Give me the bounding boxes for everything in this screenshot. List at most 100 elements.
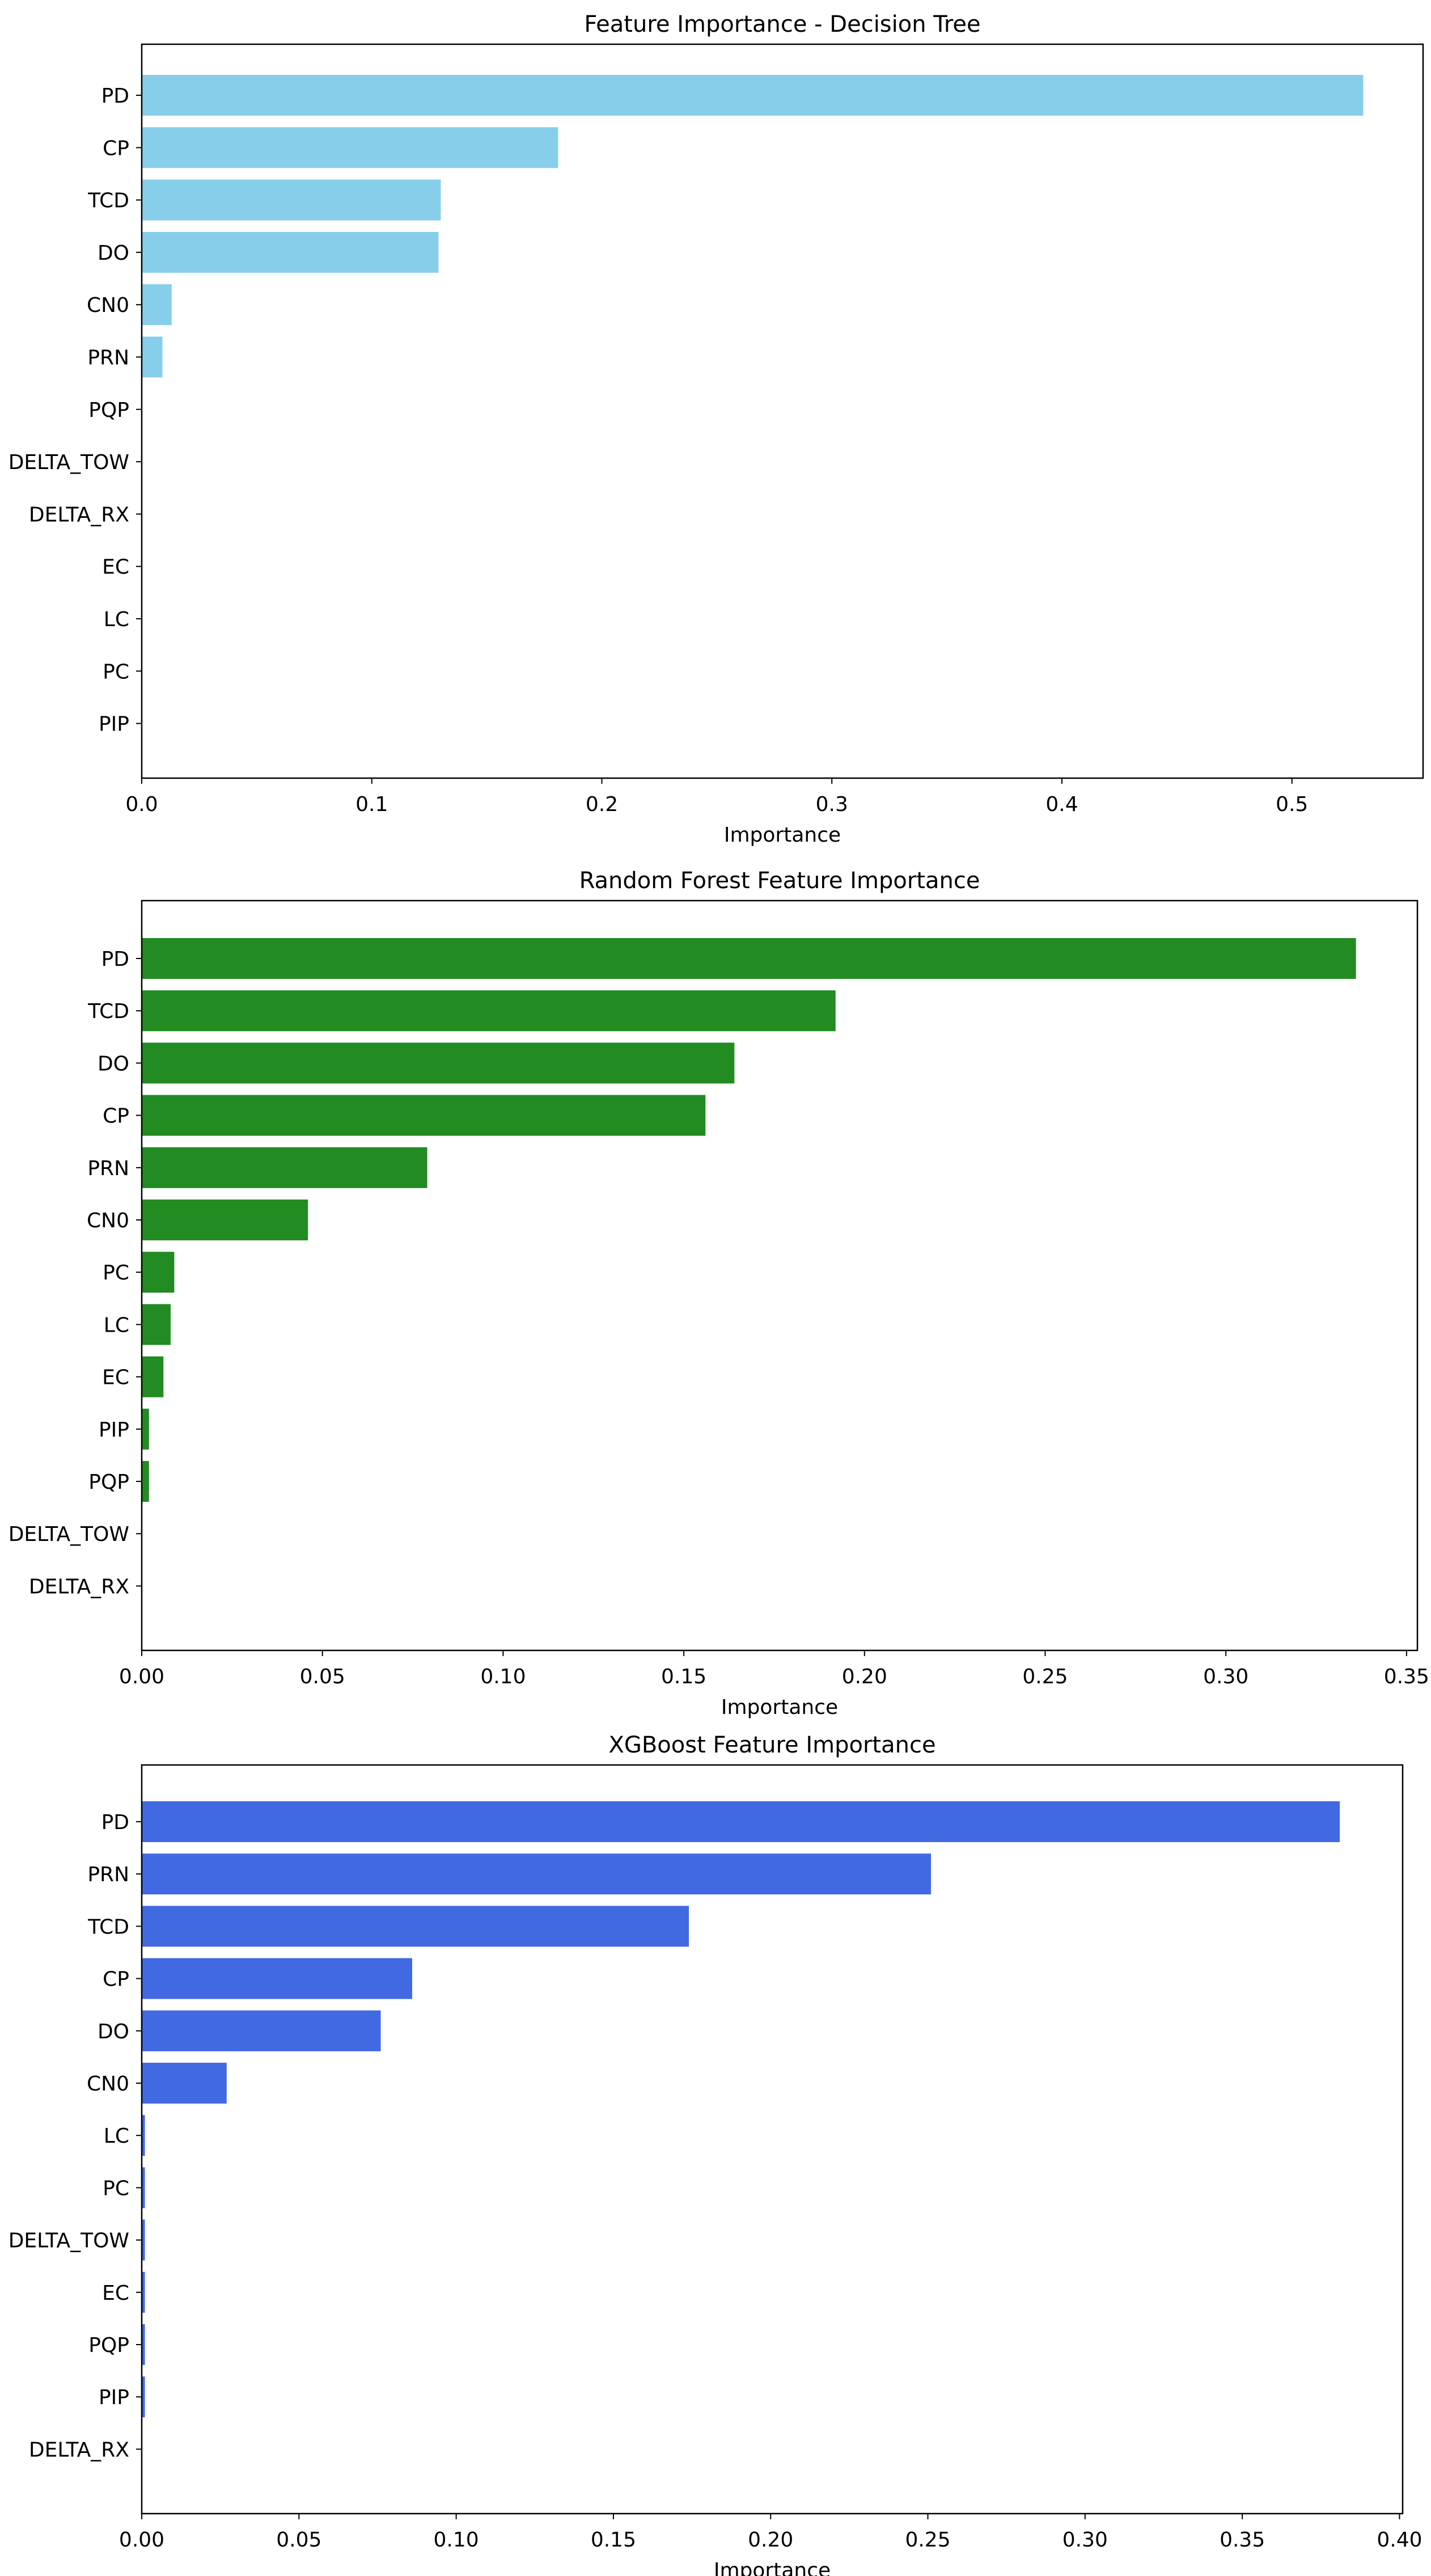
y-tick-label: CP — [103, 1968, 129, 1991]
x-axis-label: Importance — [714, 2559, 831, 2576]
bar-cp — [142, 127, 558, 168]
y-tick-label: TCD — [87, 1915, 129, 1939]
x-tick-label: 0.1 — [355, 793, 388, 816]
x-tick-label: 0.0 — [125, 793, 158, 816]
chart-panel-2: Random Forest Feature Importance PD TCD DO C… — [9, 868, 1429, 1719]
bar-do — [142, 2010, 381, 2051]
bar-tcd — [142, 179, 441, 221]
bar-cp — [142, 1095, 706, 1136]
y-tick-label: PQP — [88, 399, 129, 422]
x-tick-label: 0.30 — [1203, 1665, 1248, 1688]
y-tick-label: PD — [101, 85, 129, 108]
y-tick-label: PD — [101, 948, 129, 971]
y-tick-label: DELTA_TOW — [9, 1523, 129, 1546]
x-tick-label: 0.15 — [661, 1665, 706, 1688]
bar-prn — [142, 1147, 427, 1188]
y-tick-label: DELTA_TOW — [9, 2229, 129, 2253]
y-tick-label: PIP — [99, 713, 129, 736]
bar-cn0 — [142, 2063, 227, 2104]
bar-pc — [142, 1252, 175, 1293]
x-axis-label: Importance — [724, 824, 841, 847]
y-tick-label: PC — [103, 660, 129, 683]
bar-ec — [142, 1356, 164, 1397]
bar-pqp — [142, 2324, 145, 2365]
x-tick-label: 0.20 — [748, 2528, 793, 2552]
bar-delta-tow — [142, 2219, 145, 2261]
bar-pd — [142, 938, 1356, 979]
bar-pc — [142, 2167, 145, 2208]
x-tick-label: 0.30 — [1062, 2528, 1108, 2552]
y-tick-label: LC — [104, 1314, 129, 1337]
y-tick-label: TCD — [87, 189, 129, 213]
x-tick-label: 0.35 — [1384, 1665, 1429, 1688]
y-tick-label: LC — [104, 2125, 129, 2148]
bar-pqp — [142, 1461, 149, 1502]
bar-ec — [142, 2271, 145, 2313]
chart-panel-1: Feature Importance - Decision Tree PD CP TC… — [9, 11, 1424, 847]
y-tick-label: PC — [103, 2177, 129, 2200]
bar-lc — [142, 1304, 171, 1345]
x-tick-label: 0.5 — [1276, 793, 1308, 816]
plot-frame — [141, 900, 1419, 1652]
y-tick-label: PQP — [88, 1471, 129, 1494]
y-tick-label: CN0 — [87, 294, 129, 317]
y-tick-label: DELTA_RX — [29, 2438, 129, 2461]
x-tick-label: 0.10 — [480, 1665, 526, 1688]
chart-title: Feature Importance - Decision Tree — [584, 11, 980, 37]
chart-panel-3: XGBoost Feature Importance PD PRN TCD CP DO CN… — [9, 1732, 1422, 2576]
y-tick-label: DELTA_TOW — [9, 451, 129, 474]
y-tick-label: PRN — [87, 1863, 129, 1886]
x-tick-label: 0.10 — [434, 2528, 479, 2552]
plot-frame — [141, 1764, 1404, 2515]
bar-cn0 — [142, 284, 172, 326]
bar-do — [142, 1042, 735, 1084]
bar-lc — [142, 2115, 145, 2156]
x-tick-label: 0.4 — [1045, 793, 1078, 816]
bar-do — [142, 231, 439, 273]
bar-tcd — [142, 990, 836, 1032]
x-tick-label: 0.00 — [119, 2528, 164, 2552]
y-tick-label: DO — [98, 242, 129, 265]
y-tick-label: DO — [98, 2020, 129, 2043]
y-tick-label: CN0 — [87, 2072, 129, 2096]
y-tick-label: CP — [103, 1105, 129, 1128]
chart-title: Random Forest Feature Importance — [579, 868, 980, 894]
bar-tcd — [142, 1906, 689, 1947]
bar-pip — [142, 1408, 149, 1450]
x-axis-label: Importance — [721, 1696, 838, 1719]
y-tick-label: TCD — [87, 1000, 129, 1023]
y-tick-label: PQP — [88, 2334, 129, 2357]
bar-cn0 — [142, 1200, 308, 1240]
y-tick-label: PRN — [87, 1157, 129, 1180]
x-tick-label: 0.20 — [842, 1665, 887, 1688]
x-tick-label: 0.25 — [1022, 1665, 1068, 1688]
x-tick-label: 0.3 — [816, 793, 848, 816]
y-tick-label: DELTA_RX — [29, 1575, 129, 1598]
y-tick-label: PIP — [99, 2386, 129, 2409]
y-tick-label: DELTA_RX — [29, 503, 129, 526]
y-tick-label: PC — [103, 1261, 129, 1285]
y-tick-label: LC — [104, 608, 129, 631]
bar-pd — [142, 1801, 1340, 1842]
x-tick-label: 0.35 — [1220, 2528, 1265, 2552]
x-tick-label: 0.05 — [300, 1665, 345, 1688]
y-tick-label: EC — [102, 1366, 129, 1390]
y-tick-label: CP — [103, 137, 129, 160]
x-tick-label: 0.00 — [119, 1665, 164, 1688]
plot-frame — [141, 43, 1424, 779]
y-tick-label: PIP — [99, 1418, 129, 1442]
x-tick-label: 0.2 — [586, 793, 618, 816]
bar-pip — [142, 2376, 145, 2418]
y-tick-label: DO — [98, 1052, 129, 1075]
x-tick-label: 0.15 — [591, 2528, 636, 2552]
y-tick-label: PRN — [87, 347, 129, 370]
bar-prn — [142, 336, 163, 378]
y-tick-label: PD — [101, 1811, 129, 1834]
bar-prn — [142, 1853, 932, 1895]
bar-pd — [142, 75, 1364, 116]
y-tick-label: CN0 — [87, 1209, 129, 1232]
y-tick-label: EC — [102, 2282, 129, 2305]
chart-title: XGBoost Feature Importance — [608, 1732, 935, 1758]
bar-cp — [142, 1958, 412, 1999]
